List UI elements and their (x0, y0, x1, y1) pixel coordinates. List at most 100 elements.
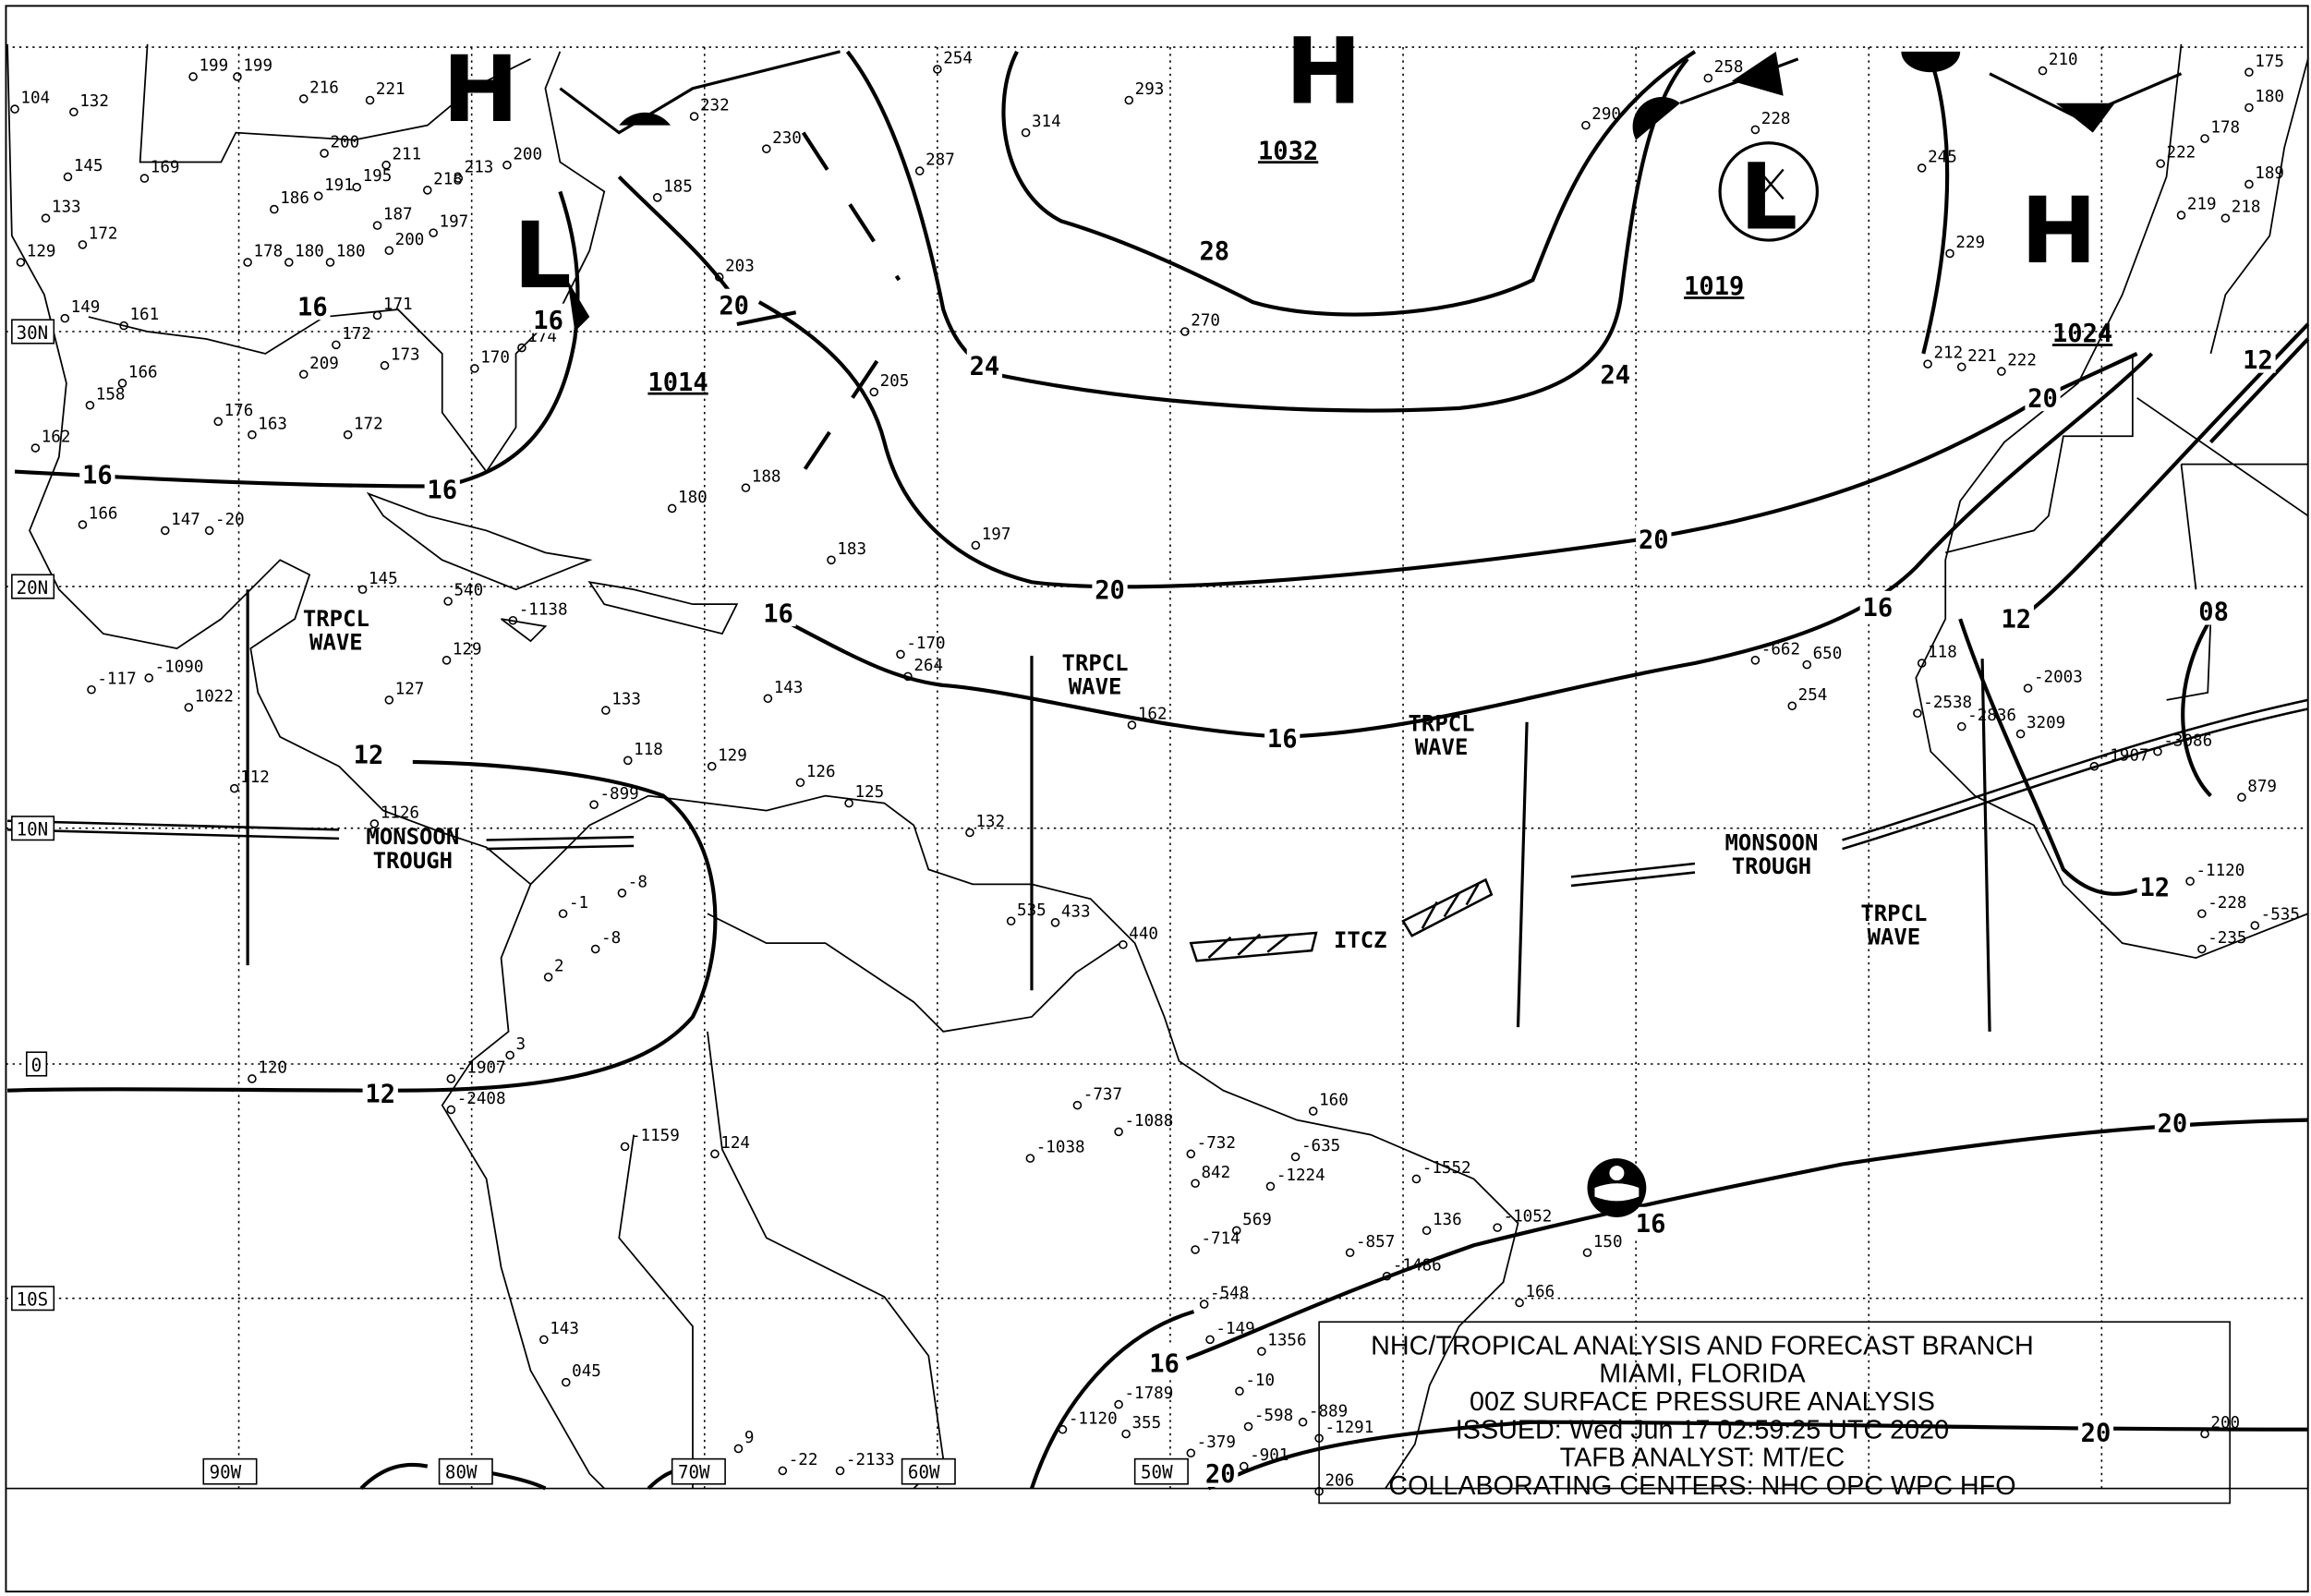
tropical-wave-label: WAVE (1069, 674, 1122, 700)
tropical-wave-label: WAVE (309, 630, 363, 656)
station-pressure: 212 (1933, 345, 1963, 363)
station-circle (372, 221, 382, 230)
station-circle (229, 783, 239, 793)
title-line-issued: ISSUED: Wed Jun 17 02:59:25 UTC 2020 (1456, 1415, 1949, 1445)
station-pressure: 200 (513, 145, 542, 163)
station-pressure: 045 (572, 1362, 601, 1381)
station-circle (2089, 761, 2099, 771)
low-center-circle (1718, 141, 1820, 242)
station-circle (248, 429, 257, 440)
station-circle (446, 1105, 456, 1115)
station-pressure: 178 (2210, 119, 2240, 138)
isobar-label: 16 (1863, 594, 1894, 623)
isobar-label-bg (716, 288, 752, 319)
station-pressure: 172 (342, 325, 371, 344)
station-pressure: -737 (1083, 1085, 1122, 1104)
station-pressure: 195 (363, 167, 393, 186)
station-circle (365, 95, 375, 105)
station-circle (384, 246, 394, 256)
station-pressure: 173 (391, 345, 420, 364)
station-circle (1945, 248, 1954, 259)
isobar-label-bg (2136, 870, 2172, 901)
station-circle (2197, 909, 2207, 919)
center-pressure-label: 1019 (1684, 272, 1744, 301)
tropical-wave-label: TRPCL (303, 606, 369, 632)
station-circle (1021, 127, 1031, 138)
station-pressure: 200 (2210, 1414, 2240, 1433)
lat-label-box (11, 1286, 55, 1312)
station-pressure: 158 (96, 385, 126, 404)
title-line-location: MIAMI, FLORIDA (1599, 1360, 1806, 1389)
title-line-product: 00Z SURFACE PRESSURE ANALYSIS (1470, 1387, 1935, 1417)
station-pressure: -1907 (457, 1059, 506, 1078)
isobar-label: 12 (2243, 346, 2273, 375)
station-circle (243, 258, 252, 267)
lat-label-box (11, 319, 55, 345)
isobar-label-bg (1597, 357, 1633, 388)
station-pressure: 118 (1928, 644, 1957, 662)
monsoon-trough-lines (7, 698, 2309, 888)
station-circle (380, 360, 390, 370)
coastlines (6, 43, 2309, 1490)
station-pressure: -2408 (457, 1090, 506, 1108)
title-line-agency: NHC/TROPICAL ANALYSIS AND FORECAST BRANC… (1371, 1331, 2034, 1360)
station-circle (213, 417, 224, 427)
station-circle (1127, 720, 1137, 730)
station-circle (1050, 918, 1060, 927)
station-circle (2015, 729, 2026, 739)
station-circle (914, 166, 925, 175)
station-circle (1917, 163, 1927, 173)
lat-label: 20N (17, 577, 49, 598)
station-pressure: 126 (806, 763, 836, 781)
lat-label: 10S (17, 1289, 49, 1311)
station-circle (561, 1377, 571, 1387)
station-pressure: 104 (20, 90, 50, 108)
isobar-label: 20 (2081, 1419, 2111, 1447)
station-pressure: -662 (1761, 640, 1800, 659)
station-pressure: 180 (2255, 88, 2284, 106)
station-circle (844, 798, 853, 808)
station-pressure: 290 (1591, 105, 1621, 124)
station-circle (298, 369, 309, 380)
isobar-label: 16 (533, 307, 563, 335)
station-circle (1298, 1417, 1308, 1427)
station-pressure: 440 (1129, 925, 1158, 943)
lat-label-box (25, 1051, 48, 1077)
monsoon-trough-label: MONSOON (366, 824, 459, 850)
isobar-label: 20 (1095, 576, 1125, 605)
isobar-label: 24 (1600, 361, 1630, 390)
station-pressure: -1 (569, 894, 588, 913)
station-pressure: 197 (440, 213, 469, 232)
station-pressure: 183 (837, 540, 866, 559)
station-circle (933, 65, 942, 74)
station-circle (298, 94, 309, 103)
isobar-label: 12 (2001, 606, 2031, 635)
feature-labels: TRPCLWAVETRPCLWAVETRPCLWAVETRPCLWAVEMONS… (303, 606, 1928, 953)
station-pressure: 175 (2255, 53, 2284, 71)
isobar-label: 24 (970, 352, 1000, 381)
isobar-label-bg (1636, 523, 1672, 553)
station-pressure: 540 (454, 582, 484, 600)
station-circle (763, 694, 773, 704)
isobar-label: 16 (1636, 1210, 1666, 1239)
lat-label: 30N (17, 322, 49, 344)
station-pressure: -857 (1356, 1233, 1395, 1251)
station-pressure: 129 (718, 746, 747, 765)
station-circle (1703, 73, 1713, 83)
low-pressure-center: L (514, 203, 572, 309)
station-pressure: 180 (295, 243, 324, 261)
station-circle (827, 555, 836, 565)
station-circle (1257, 1347, 1266, 1356)
station-pressure: 254 (1798, 686, 1828, 705)
warm-front-symbol (1901, 51, 1961, 73)
isobar-label-bg (2025, 381, 2061, 412)
station-circle (1235, 1386, 1244, 1396)
low-pressure-center: L (1739, 144, 1797, 250)
station-pressure: 9 (744, 1429, 755, 1447)
station-circle (2197, 944, 2207, 954)
station-circle (502, 160, 512, 170)
station-pressure: 188 (752, 468, 781, 487)
isobar-label-bg (1998, 602, 2034, 633)
station-pressure: 879 (2247, 778, 2277, 796)
station-pressure: -3086 (2163, 732, 2212, 750)
